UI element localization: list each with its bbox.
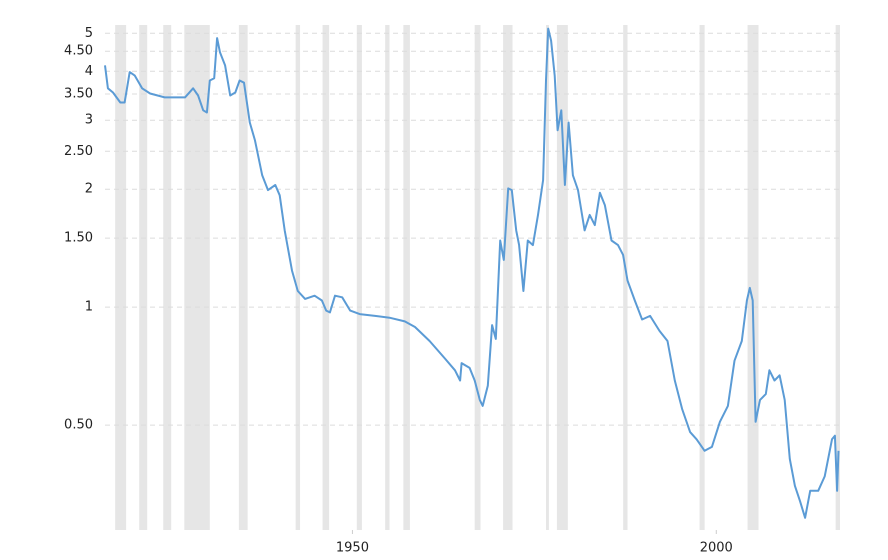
y-tick-label: 5 bbox=[85, 26, 93, 41]
recession-band bbox=[556, 25, 568, 530]
y-tick-label: 4 bbox=[85, 64, 93, 79]
recession-band bbox=[403, 25, 410, 530]
x-tick-label: 1950 bbox=[336, 541, 369, 556]
price-line bbox=[104, 27, 840, 519]
recession-band bbox=[356, 25, 362, 530]
recession-band bbox=[322, 25, 330, 530]
recession-band bbox=[295, 25, 301, 530]
y-tick-label: 1.50 bbox=[64, 231, 93, 246]
recession-band bbox=[139, 25, 148, 530]
y-tick-label: 2 bbox=[85, 182, 93, 197]
recession-band bbox=[546, 25, 549, 530]
y-tick-label: 3 bbox=[85, 113, 93, 128]
recession-band bbox=[747, 25, 759, 530]
y-tick-label: 4.50 bbox=[64, 44, 93, 59]
y-tick-label: 3.50 bbox=[64, 86, 93, 101]
x-tick-label: 2000 bbox=[700, 541, 733, 556]
recession-band bbox=[184, 25, 210, 530]
y-tick-label: 0.50 bbox=[64, 418, 93, 433]
recession-band bbox=[385, 25, 390, 530]
recession-band bbox=[699, 25, 705, 530]
recession-band bbox=[503, 25, 513, 530]
recession-band bbox=[835, 25, 840, 530]
y-tick-label: 2.50 bbox=[64, 144, 93, 159]
recession-band bbox=[115, 25, 127, 530]
recession-band bbox=[238, 25, 248, 530]
recession-band bbox=[623, 25, 628, 530]
y-tick-label: 1 bbox=[85, 300, 93, 315]
recession-band bbox=[163, 25, 172, 530]
recession-band bbox=[474, 25, 481, 530]
